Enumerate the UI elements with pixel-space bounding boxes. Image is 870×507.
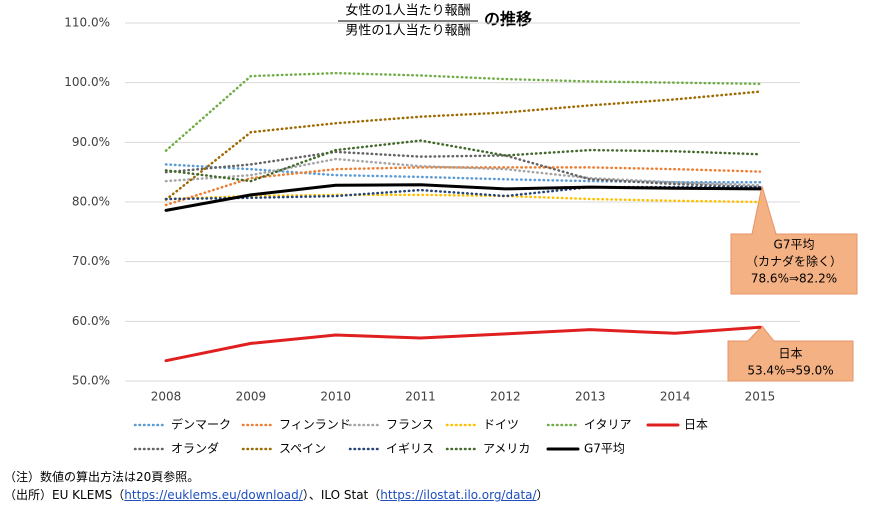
x-tick-label: 2009 xyxy=(236,390,267,404)
x-tick-label: 2013 xyxy=(575,390,606,404)
legend-label: アメリカ xyxy=(483,442,530,456)
x-tick-label: 2012 xyxy=(490,390,521,404)
link[interactable]: https://ilostat.ilo.org/data/ xyxy=(380,488,537,502)
legend-label: G7平均 xyxy=(584,442,625,456)
source-text: ）、ILO Stat（ xyxy=(302,488,381,502)
legend-label: オランダ xyxy=(171,441,219,456)
series-line xyxy=(164,90,762,201)
x-tick-label: 2015 xyxy=(745,390,776,404)
title-suffix: の推移 xyxy=(484,10,532,29)
callout-text: G7平均 xyxy=(774,238,815,252)
callout-text: 53.4%⇒59.0% xyxy=(747,364,833,378)
y-tick-label: 90.0% xyxy=(72,135,110,149)
callout-text: （カナダを除く） xyxy=(746,254,842,269)
x-tick-label: 2011 xyxy=(405,390,436,404)
callout xyxy=(727,325,854,382)
notes: （注）数値の算出方法は20頁参照。 （出所）EU KLEMS（https://e… xyxy=(4,468,549,504)
legend-label: スペイン xyxy=(279,442,326,456)
callout-text: 78.6%⇒82.2% xyxy=(751,272,837,286)
legend-label: イタリア xyxy=(584,418,632,432)
note: （注）数値の算出方法は20頁参照。 xyxy=(4,470,200,484)
source: （出所）EU KLEMS（https://euklems.eu/download… xyxy=(4,486,549,504)
callout-text: 日本 xyxy=(778,347,802,361)
source-text: ） xyxy=(536,488,549,502)
series-line xyxy=(164,71,762,152)
callout xyxy=(730,185,858,295)
x-tick-label: 2010 xyxy=(320,390,351,404)
series-line xyxy=(164,193,762,204)
chart: 女性の1人当たり報酬 男性の1人当たり報酬 の推移 50.0% 60.0% 70.0… xyxy=(64,3,858,456)
y-tick-label: 80.0% xyxy=(72,195,110,209)
legend-label: フランス xyxy=(386,418,434,432)
x-tick-label: 2008 xyxy=(151,390,182,404)
series-line xyxy=(164,325,762,363)
series-line xyxy=(164,139,762,183)
series-line xyxy=(164,183,762,212)
title-denominator: 男性の1人当たり報酬 xyxy=(345,24,470,39)
y-tick-label: 100.0% xyxy=(64,75,110,89)
legend-label: イギリス xyxy=(386,442,434,456)
series-line xyxy=(164,157,762,187)
source-text: （出所）EU KLEMS（ xyxy=(4,488,125,502)
series-line xyxy=(164,150,762,189)
x-tick-label: 2014 xyxy=(660,390,691,404)
y-tick-label: 70.0% xyxy=(72,254,110,268)
y-tick-label: 50.0% xyxy=(72,374,110,388)
legend-label: デンマーク xyxy=(171,417,231,432)
link[interactable]: https://euklems.eu/download/ xyxy=(124,488,303,502)
legend-label: フィンランド xyxy=(279,418,351,432)
legend-label: 日本 xyxy=(684,418,708,432)
title-numerator: 女性の1人当たり報酬 xyxy=(345,3,470,19)
legend-label: ドイツ xyxy=(483,418,519,432)
y-tick-label: 60.0% xyxy=(72,314,110,328)
y-tick-label: 110.0% xyxy=(64,16,110,30)
